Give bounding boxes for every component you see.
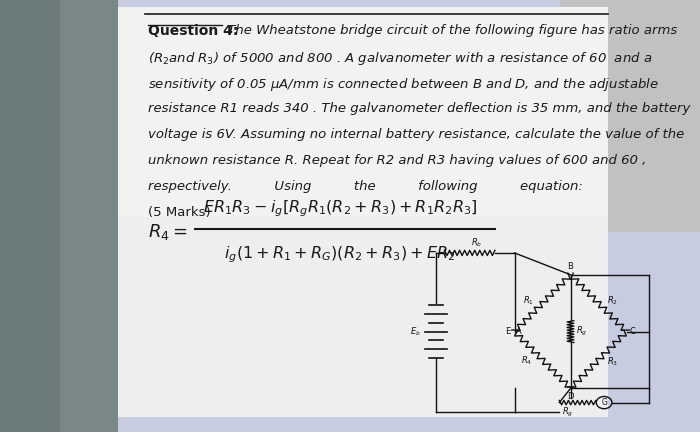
FancyBboxPatch shape [118, 0, 700, 432]
Text: voltage is 6V. Assuming no internal battery resistance, calculate the value of t: voltage is 6V. Assuming no internal batt… [148, 128, 685, 141]
FancyBboxPatch shape [60, 0, 118, 432]
FancyBboxPatch shape [118, 7, 608, 417]
Text: D: D [567, 392, 574, 401]
FancyBboxPatch shape [118, 217, 608, 417]
Text: G: G [601, 398, 607, 407]
FancyBboxPatch shape [0, 0, 118, 432]
Text: unknown resistance R. Repeat for R2 and R3 having values of 600 and 60 ,: unknown resistance R. Repeat for R2 and … [148, 154, 646, 167]
Text: $R_4 =$: $R_4 =$ [148, 222, 188, 242]
Text: (5 Marks): (5 Marks) [148, 206, 211, 219]
Text: $i_g\left(1 + R_1 + R_G\right)\left(R_2 + R_3\right) + ER_2$: $i_g\left(1 + R_1 + R_G\right)\left(R_2 … [225, 245, 456, 265]
Text: resistance R1 reads 340 . The galvanometer deflection is 35 mm, and the battery: resistance R1 reads 340 . The galvanomet… [148, 102, 690, 115]
Text: $R_g$: $R_g$ [562, 406, 573, 419]
Text: $E_b$: $E_b$ [410, 325, 421, 338]
Text: E: E [505, 327, 510, 336]
Text: B: B [568, 262, 573, 271]
FancyBboxPatch shape [560, 0, 700, 232]
Text: $R_4$: $R_4$ [522, 355, 533, 367]
Text: sensitivity of 0.05 $\mu$A/mm is connected between B and D, and the adjustable: sensitivity of 0.05 $\mu$A/mm is connect… [148, 76, 659, 93]
Text: $ER_1R_3 - i_g\left[R_gR_1(R_2 + R_3) + R_1R_2R_3\right]$: $ER_1R_3 - i_g\left[R_gR_1(R_2 + R_3) + … [202, 199, 477, 219]
Text: $R_g$: $R_g$ [575, 325, 587, 338]
Text: respectively.          Using          the          following          equation:: respectively. Using the following equati… [148, 180, 583, 193]
Text: Question 4:: Question 4: [148, 24, 239, 38]
Text: C: C [630, 327, 636, 336]
Text: ($R_2$and $R_3$) of 5000 and 800 . A galvanometer with a resistance of 60  and a: ($R_2$and $R_3$) of 5000 and 800 . A gal… [148, 50, 652, 67]
Text: $R_1$: $R_1$ [523, 295, 534, 307]
Text: The Wheatstone bridge circuit of the following figure has ratio arms: The Wheatstone bridge circuit of the fol… [223, 24, 678, 37]
Text: $R_2$: $R_2$ [607, 295, 618, 307]
Text: $R_b$: $R_b$ [471, 236, 482, 249]
Text: A: A [516, 327, 522, 336]
Text: $R_3$: $R_3$ [607, 356, 618, 368]
